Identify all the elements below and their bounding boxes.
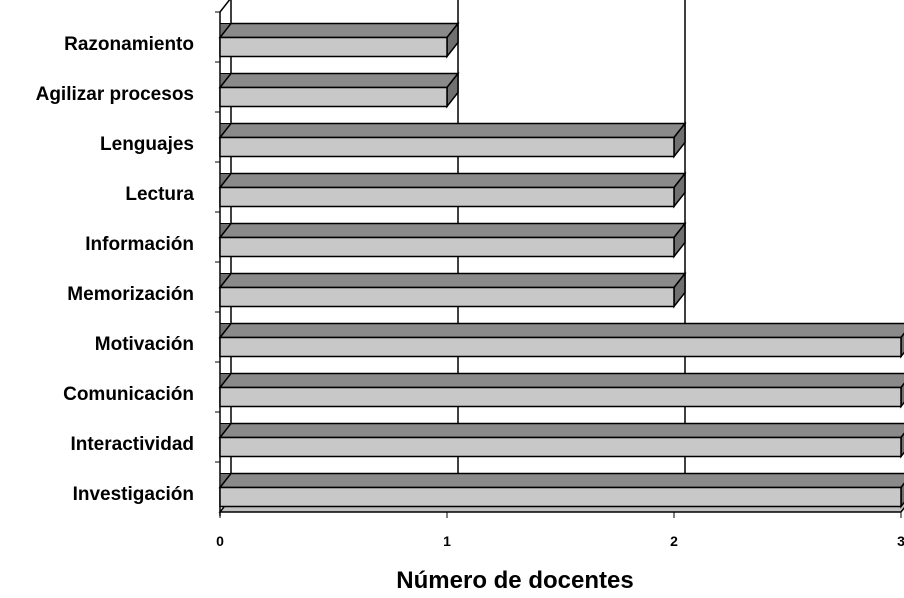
x-tick-label: 0 (216, 533, 224, 549)
bar-top-face (218, 422, 904, 439)
bar-front-face (219, 36, 448, 58)
bar (215, 211, 687, 259)
bar (215, 11, 460, 59)
bar (215, 111, 687, 159)
bar-front-face (219, 336, 902, 358)
bar-top-face (218, 322, 904, 339)
category-labels: Razonamiento Agilizar procesos Lenguajes Le… (36, 34, 195, 505)
category-label: Lectura (125, 184, 194, 205)
bar-front-face (219, 186, 675, 208)
bar (215, 361, 904, 409)
bar-top-face (218, 272, 687, 289)
bar-top-face (218, 22, 460, 39)
category-label: Agilizar procesos (36, 84, 194, 105)
category-label: Lenguajes (100, 134, 194, 155)
bar-top-face (218, 222, 687, 239)
bar-top-face (218, 472, 904, 489)
bar (215, 461, 904, 509)
x-axis-ticks: 0 1 2 3 (216, 512, 904, 549)
category-label: Interactividad (70, 434, 194, 455)
bar-top-face (218, 122, 687, 139)
bar-front-face (219, 486, 902, 508)
bar-front-face (219, 286, 675, 308)
bar-top-face (218, 372, 904, 389)
bar-front-face (219, 236, 675, 258)
category-label: Comunicación (63, 384, 194, 405)
side-wall-top-edge (219, 0, 231, 13)
bar (215, 311, 904, 359)
x-tick-label: 1 (443, 533, 451, 549)
bar-top-face (218, 172, 687, 189)
bar-top-face (218, 72, 460, 89)
bar-front-face (219, 136, 675, 158)
bar (215, 161, 687, 209)
category-label: Investigación (73, 484, 194, 505)
category-label: Memorización (67, 284, 194, 305)
bar (215, 61, 460, 109)
category-label: Razonamiento (64, 34, 194, 55)
category-label: Información (85, 234, 194, 255)
category-label: Motivación (95, 334, 194, 355)
x-axis-title: Número de docentes (396, 567, 633, 594)
x-tick-label: 3 (897, 533, 904, 549)
x-tick-label: 2 (670, 533, 678, 549)
bars (215, 11, 904, 509)
bar-front-face (219, 436, 902, 458)
bar (215, 411, 904, 459)
bar-front-face (219, 86, 448, 108)
bar-front-face (219, 386, 902, 408)
bar (215, 261, 687, 309)
